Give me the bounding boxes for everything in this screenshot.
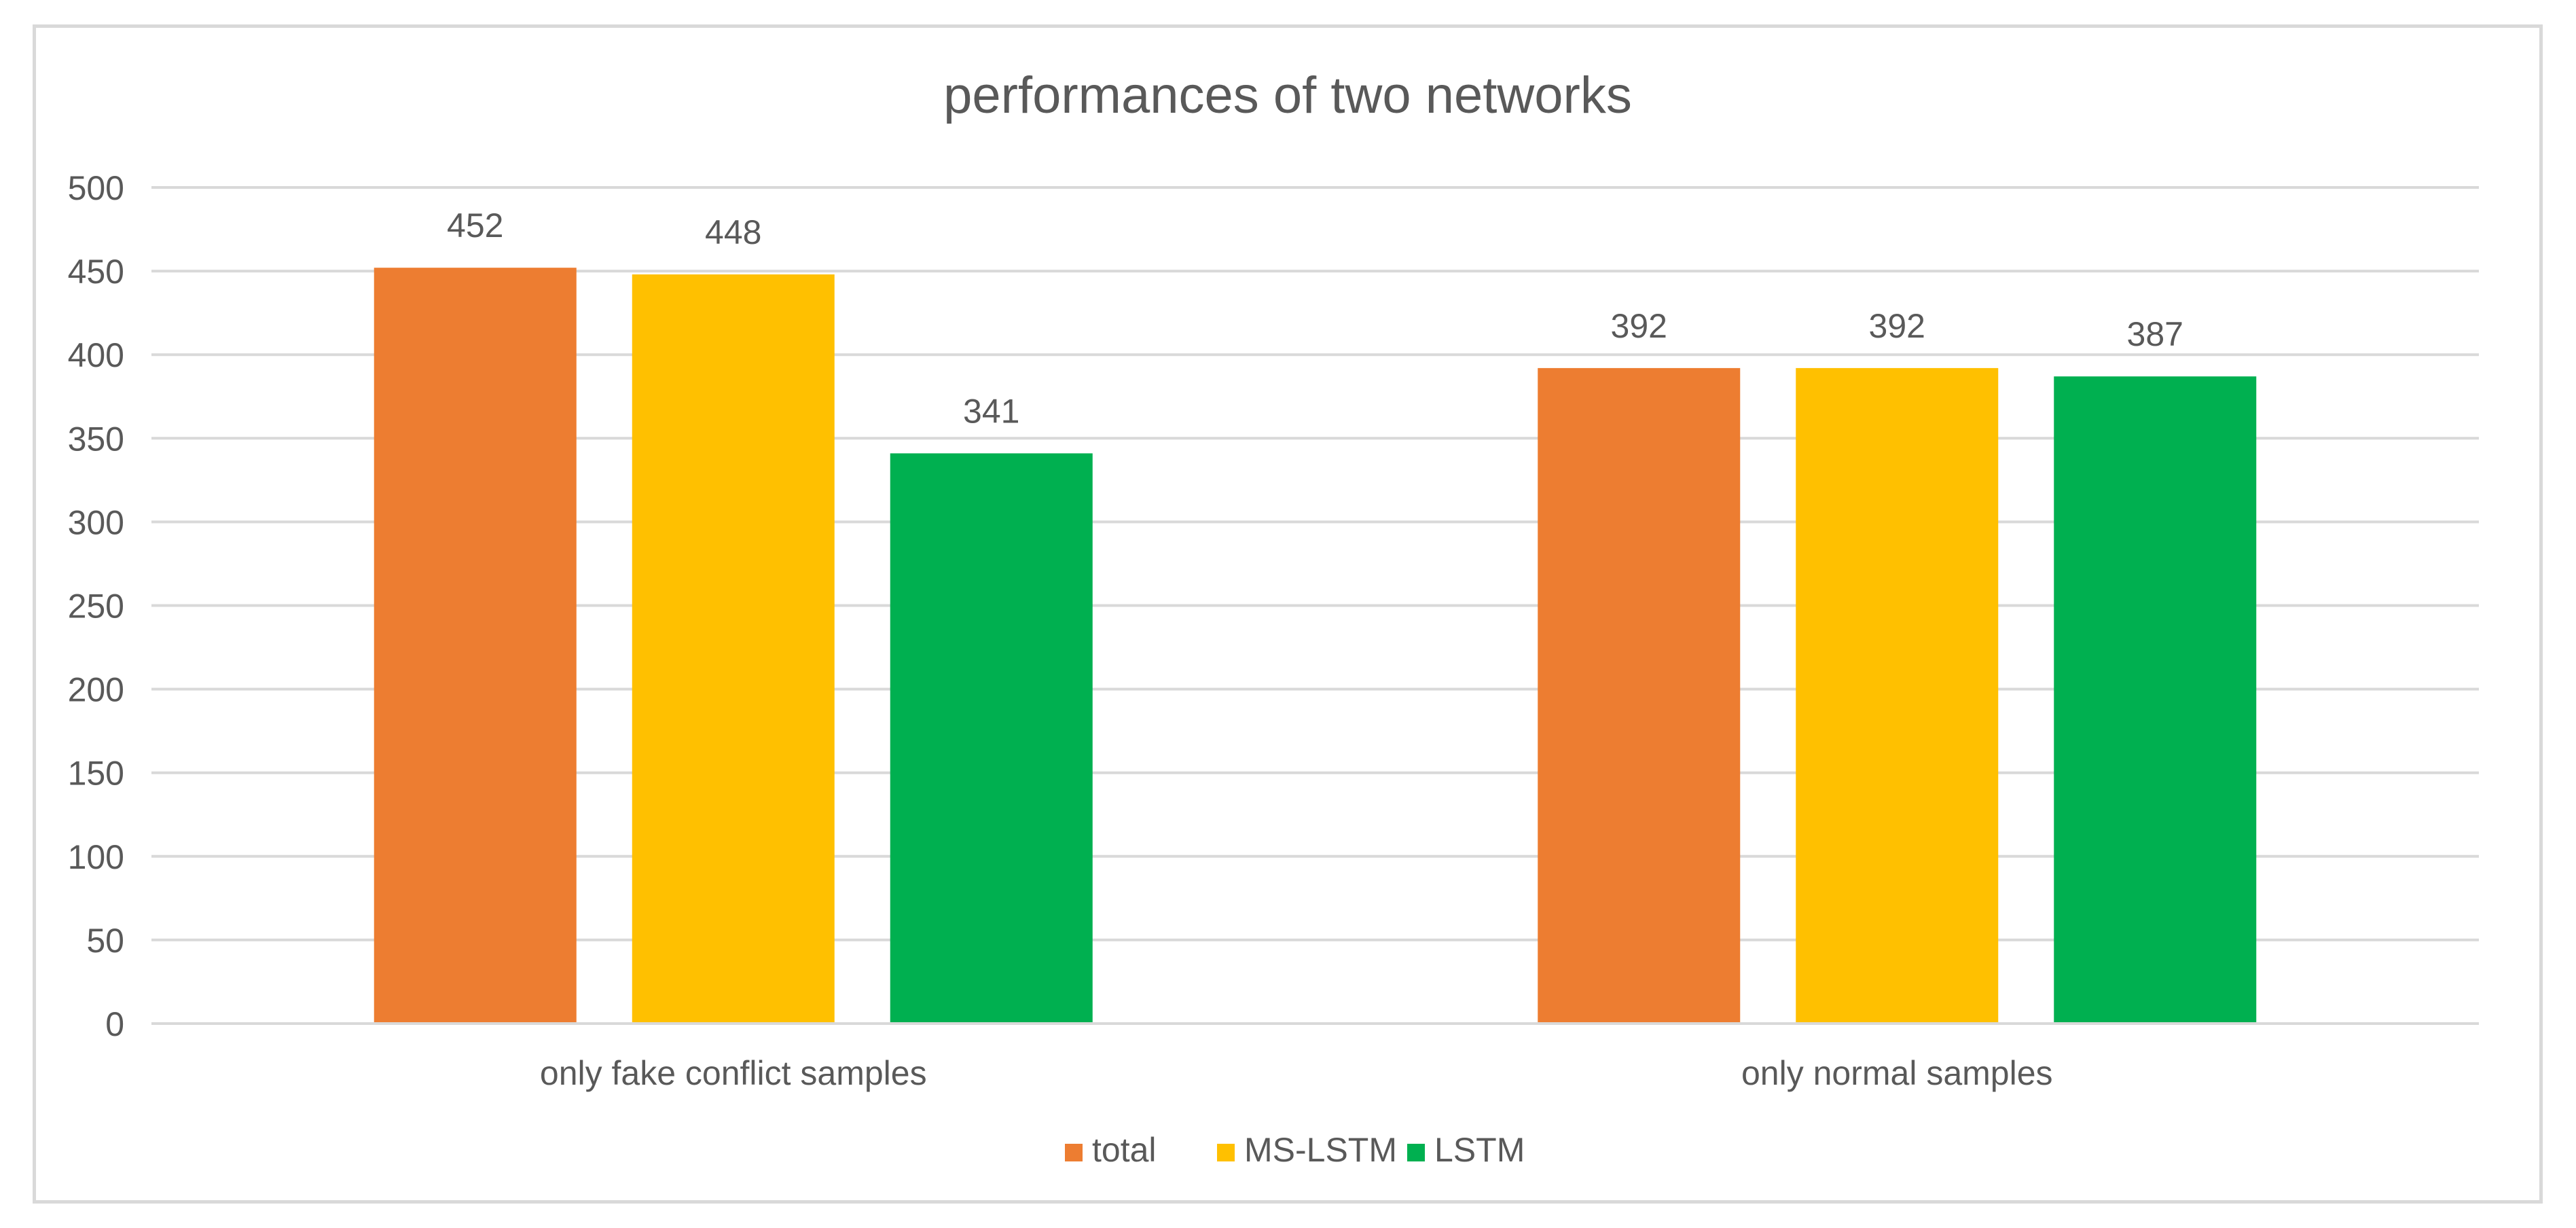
chart-title: performances of two networks <box>943 67 1632 124</box>
y-tick-label: 450 <box>68 253 124 291</box>
bar-ms-lstm-1 <box>1796 367 1999 1024</box>
y-tick-label: 400 <box>68 336 124 374</box>
y-tick-label: 0 <box>105 1005 124 1043</box>
bar-lstm-1 <box>2054 376 2257 1024</box>
legend-swatch-ms-lstm <box>1217 1144 1235 1161</box>
chart-container: performances of two networks 0 50 100 150 20… <box>33 24 2543 1204</box>
data-label: 448 <box>705 213 761 251</box>
y-tick-label: 200 <box>68 671 124 709</box>
y-tick-label: 100 <box>68 838 124 876</box>
bar-total-0 <box>374 268 577 1024</box>
data-label: 452 <box>447 206 503 245</box>
legend-swatch-lstm <box>1407 1144 1425 1161</box>
y-tick-label: 300 <box>68 503 124 541</box>
y-tick-label: 350 <box>68 420 124 458</box>
x-axis-ticks: only fake conflict samples only normal sa… <box>540 1054 2053 1092</box>
y-tick-label: 250 <box>68 588 124 626</box>
y-axis-ticks: 0 50 100 150 200 250 300 350 400 450 500 <box>68 169 124 1043</box>
y-tick-label: 50 <box>86 922 124 960</box>
x-tick-label: only fake conflict samples <box>540 1054 927 1092</box>
legend-label: total <box>1092 1131 1157 1169</box>
legend-label: MS-LSTM <box>1244 1131 1397 1169</box>
data-label: 392 <box>1611 307 1667 345</box>
data-label: 387 <box>2127 315 2183 353</box>
legend-swatch-total <box>1065 1144 1083 1161</box>
bar-ms-lstm-0 <box>632 274 835 1024</box>
legend: total MS-LSTM LSTM <box>1065 1131 1525 1169</box>
bar-chart: performances of two networks 0 50 100 150 20… <box>68 67 2479 1169</box>
y-tick-label: 150 <box>68 755 124 793</box>
data-labels: 452 448 341 392 392 387 <box>447 206 2183 430</box>
data-label: 392 <box>1869 307 1925 345</box>
bar-total-1 <box>1538 367 1741 1024</box>
x-tick-label: only normal samples <box>1741 1054 2053 1092</box>
data-label: 341 <box>963 392 1019 430</box>
bar-lstm-0 <box>890 453 1093 1024</box>
y-tick-label: 500 <box>68 169 124 207</box>
bars <box>151 268 2479 1025</box>
legend-label: LSTM <box>1434 1131 1525 1169</box>
